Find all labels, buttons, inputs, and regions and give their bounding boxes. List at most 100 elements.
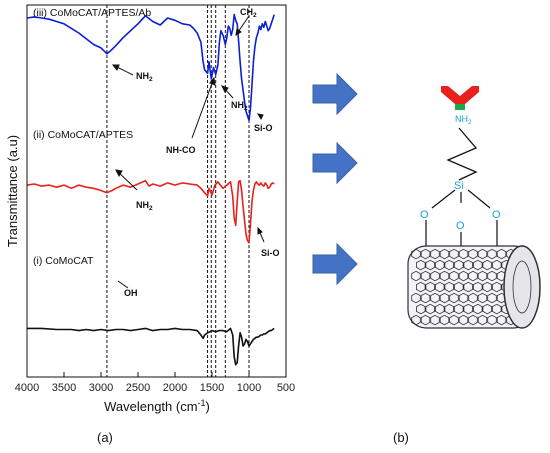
nanotube-hexagon xyxy=(439,314,450,326)
carbon-nanotube-icon xyxy=(407,245,541,329)
nanotube-hexagon xyxy=(411,292,421,304)
x-tick-label: 1000 xyxy=(237,382,261,394)
x-axis-title: Wavelength (cm-1) xyxy=(104,398,210,414)
nanotube-hexagon xyxy=(491,259,502,271)
annotation-nh-co: NH-CO xyxy=(166,145,196,155)
panel-label-b: (b) xyxy=(393,430,409,445)
annotation-nh2-ii: NH2 xyxy=(136,200,153,212)
y-axis-title: Transmittance (a.u) xyxy=(5,135,20,247)
x-tick-label: 500 xyxy=(277,382,295,394)
nanotube-hexagon xyxy=(482,259,493,271)
arrow-top xyxy=(312,72,358,116)
ftir-chart: 4000 3500 3000 2500 2000 1500 1000 500 Transmit… xyxy=(5,4,295,414)
atom-o-left: O xyxy=(420,209,429,221)
nanotube-hexagon xyxy=(482,303,493,315)
amine-label: NH2 xyxy=(455,114,472,126)
nanotube-hexagon xyxy=(463,281,474,293)
annotation-oh-arrow xyxy=(117,280,129,289)
nanotube-hexagon xyxy=(477,292,488,304)
arrow-middle xyxy=(312,141,358,185)
atom-si: Si xyxy=(454,180,464,192)
nanotube-hexagon xyxy=(444,303,455,315)
nanotube-hexagon xyxy=(458,248,469,260)
series-line-2 xyxy=(26,179,275,244)
nanotube-hexagon xyxy=(439,248,450,260)
reference-lines xyxy=(106,5,250,377)
nanotube-hexagon xyxy=(468,248,478,260)
nanotube-hexagon xyxy=(444,281,455,293)
nanotube-hexagon xyxy=(430,270,440,282)
schematic: NH2 Si O O O xyxy=(407,86,541,329)
nanotube-hexagon xyxy=(415,259,426,271)
nanotube-hexagon xyxy=(472,281,483,293)
nanotube-hexagon xyxy=(477,248,488,260)
nanotube-hexagon xyxy=(487,248,497,260)
nanotube-hexagon xyxy=(468,314,478,326)
panel-label-a: (a) xyxy=(97,430,113,445)
nanotube-hexagon xyxy=(468,270,478,282)
nanotube-hexagon xyxy=(449,270,459,282)
nanotube-hexagon xyxy=(468,292,478,304)
series-line-1 xyxy=(26,13,275,122)
nanotube-hexagon xyxy=(434,303,445,315)
nanotube-hexagon xyxy=(439,270,450,282)
nanotube-hexagon xyxy=(458,314,469,326)
nanotube-hexagon xyxy=(420,248,431,260)
nanotube-hexagon xyxy=(449,314,459,326)
nanotube-hexagon xyxy=(472,303,483,315)
x-axis-ticks: 4000 3500 3000 2500 2000 1500 1000 500 xyxy=(15,372,295,394)
nanotube-hexagon xyxy=(411,270,421,282)
nanotube-hexagon xyxy=(487,270,497,282)
series-label-i: (i) CoMoCAT xyxy=(33,255,94,267)
nanotube-hexagon xyxy=(411,248,421,260)
nanotube-hexagon xyxy=(482,281,493,293)
nanotube-hexagon xyxy=(411,314,421,326)
propyl-chain xyxy=(446,127,478,181)
siloxane-bonds xyxy=(425,189,498,252)
x-tick-label: 3000 xyxy=(89,382,113,394)
nanotube-hexagon xyxy=(425,281,436,293)
annotation-nh2-amide: NH2 xyxy=(231,100,248,112)
nanotube-hexagon xyxy=(496,314,507,326)
nanotube-hexagon xyxy=(477,270,488,282)
nanotube-hexagon xyxy=(496,248,507,260)
nanotube-hexagon xyxy=(420,270,431,282)
nanotube-hexagon xyxy=(415,281,426,293)
nanotube-hexagon xyxy=(449,248,459,260)
x-tick-label: 3500 xyxy=(52,382,76,394)
nanotube-hexagon xyxy=(425,303,436,315)
nanotube-hexagon xyxy=(477,314,488,326)
nanotube-hexagon xyxy=(491,281,502,293)
nanotube-hexagon xyxy=(472,259,483,271)
nanotube-hexagon xyxy=(453,259,464,271)
nanotube-hexagon xyxy=(463,259,474,271)
arrow-bottom xyxy=(312,242,358,286)
nanotube-hexagon xyxy=(449,292,459,304)
annotation-oh: OH xyxy=(124,288,138,298)
nanotube-hexagon xyxy=(420,292,431,304)
x-tick-label: 1500 xyxy=(200,382,224,394)
x-tick-label: 4000 xyxy=(15,382,39,394)
nanotube-hexagon xyxy=(439,292,450,304)
series-label-ii: (ii) CoMoCAT/APTES xyxy=(33,129,133,141)
nanotube-hexagon xyxy=(487,314,497,326)
annotation-si-o-iii: Si-O xyxy=(254,123,273,133)
x-tick-label: 2500 xyxy=(126,382,150,394)
nanotube-hexagon xyxy=(415,303,426,315)
series-label-iii: (iii) CoMoCAT/APTES/Ab xyxy=(33,7,151,19)
series-line-3 xyxy=(27,327,275,366)
nanotube-hexagon xyxy=(463,303,474,315)
plot-frame xyxy=(26,4,287,378)
nanotube-hexagon xyxy=(430,314,440,326)
block-arrows xyxy=(312,72,358,286)
nanotube-hexagon xyxy=(425,259,436,271)
nanotube-hexagon xyxy=(458,270,469,282)
nanotube-hexagon xyxy=(458,292,469,304)
annotation-si-o-ii: Si-O xyxy=(261,248,280,258)
annotation-arrows xyxy=(111,15,265,243)
atom-o-center: O xyxy=(456,220,465,232)
annotation-nh2-iii: NH2 xyxy=(136,71,153,83)
antibody-icon xyxy=(441,86,479,110)
nanotube-hexagon xyxy=(487,292,497,304)
